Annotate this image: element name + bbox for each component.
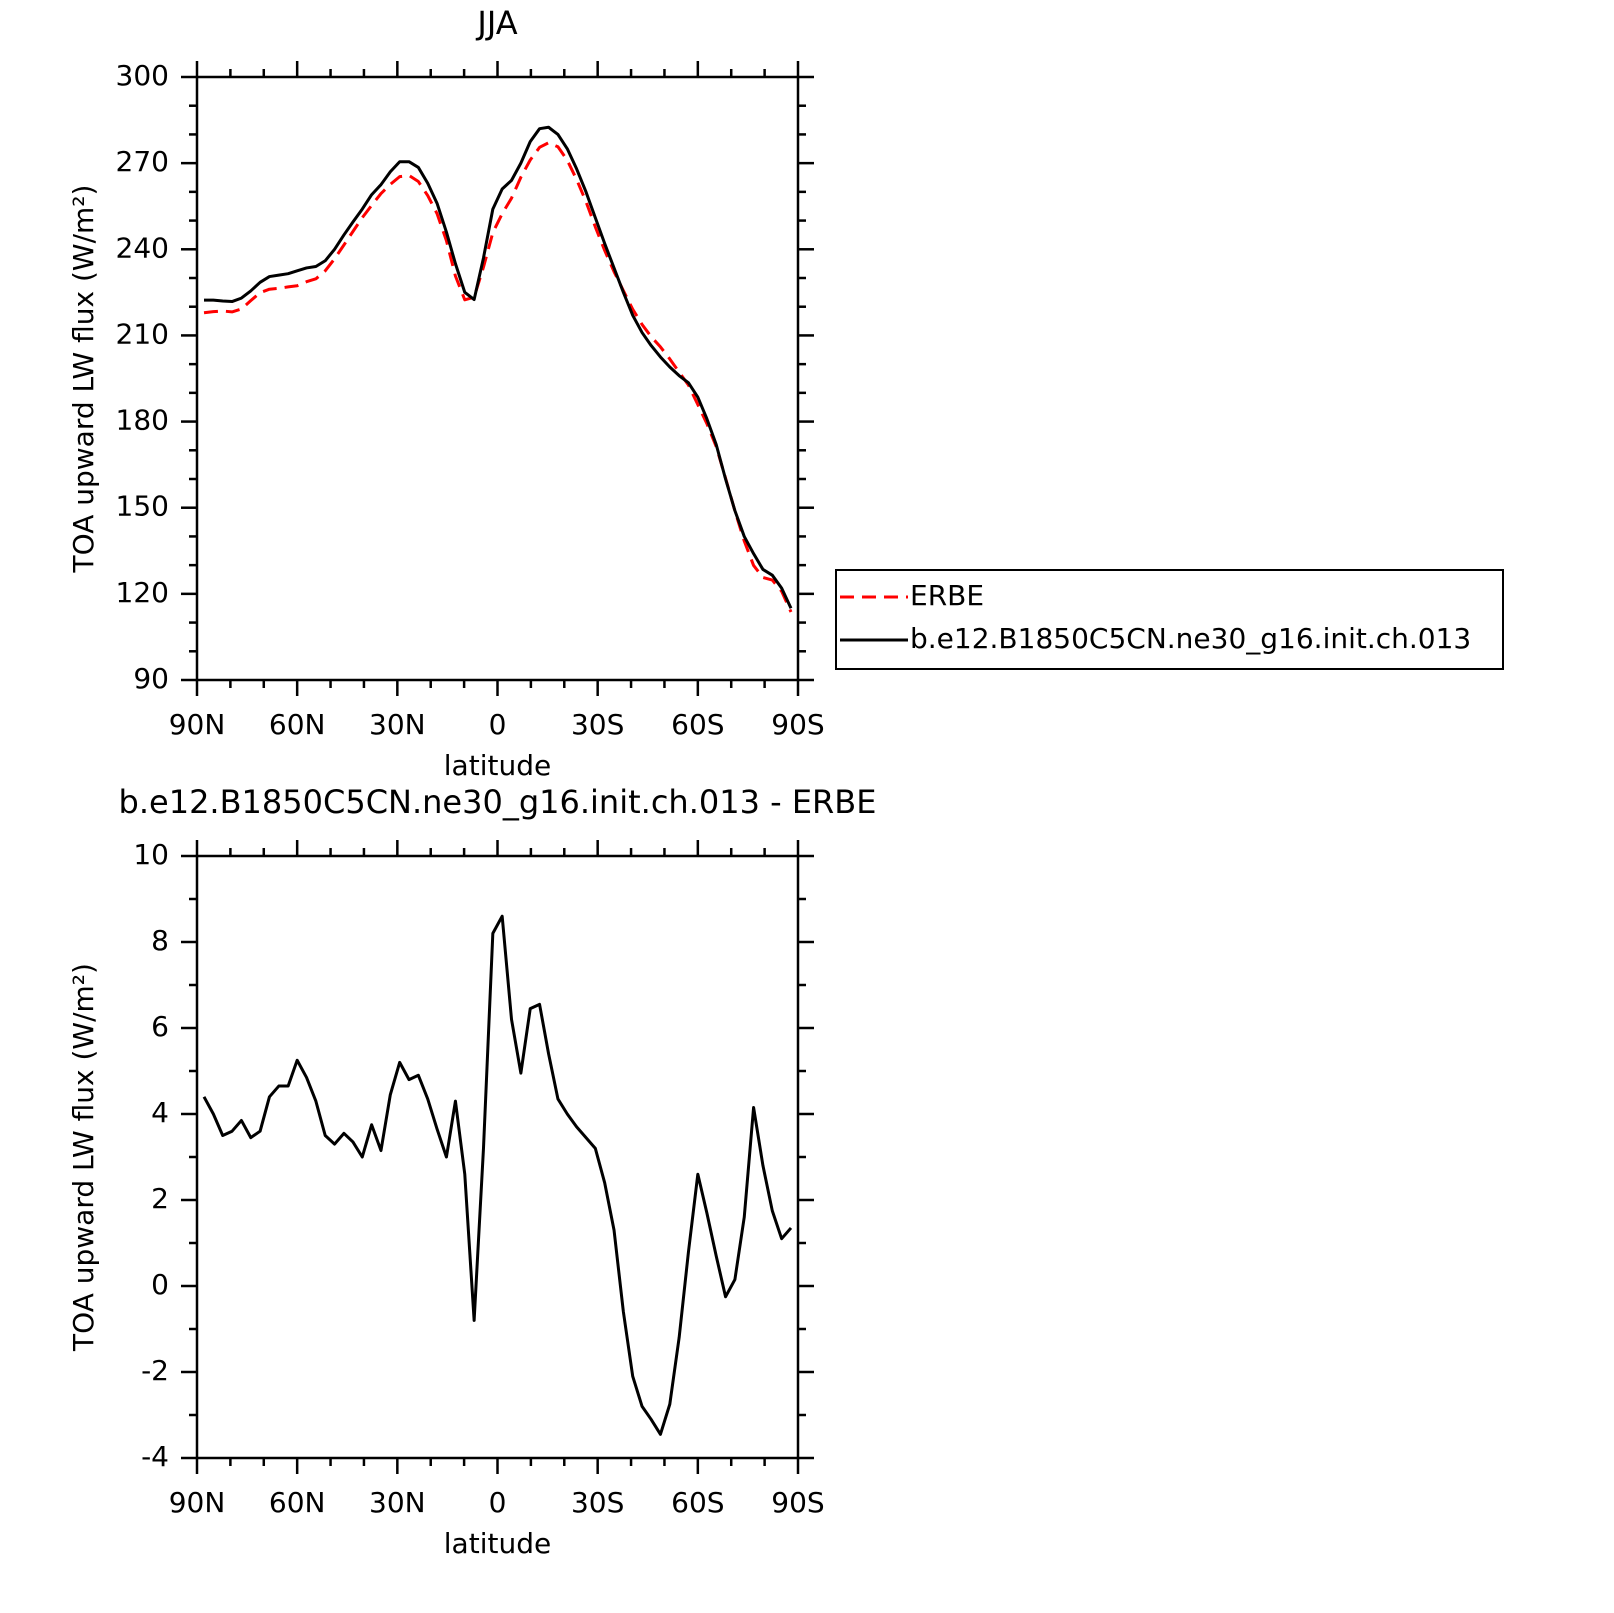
y-tick-label: -2	[141, 1354, 169, 1387]
y-tick-label: 2	[151, 1182, 169, 1215]
plot-frame	[195, 75, 800, 682]
x-tick-label: 90S	[771, 1486, 824, 1519]
chart-title: JJA	[475, 4, 517, 42]
x-tick-label: 30N	[369, 708, 426, 741]
x-tick-label: 0	[489, 1486, 507, 1519]
x-tick-label: 90N	[169, 708, 226, 741]
y-tick-label: -4	[141, 1440, 169, 1473]
legend-box	[835, 569, 1504, 670]
x-tick-label: 90S	[771, 708, 824, 741]
legend-label: ERBE	[910, 579, 984, 612]
x-tick-label: 60N	[269, 708, 326, 741]
y-tick-label: 150	[116, 490, 169, 523]
y-tick-label: 90	[133, 662, 169, 695]
y-tick-label: 270	[116, 145, 169, 178]
x-tick-label: 60N	[269, 1486, 326, 1519]
plot-frame	[195, 854, 800, 1460]
y-tick-label: 300	[116, 59, 169, 92]
y-tick-label: 4	[151, 1096, 169, 1129]
x-axis-label: latitude	[444, 749, 551, 782]
y-tick-label: 8	[151, 924, 169, 957]
data-line	[203, 141, 793, 613]
x-tick-label: 30S	[571, 1486, 624, 1519]
x-axis-label: latitude	[444, 1527, 551, 1560]
y-axis-label: TOA upward LW flux (W/m²)	[67, 185, 100, 574]
y-tick-label: 240	[116, 231, 169, 264]
y-tick-label: 6	[151, 1010, 169, 1043]
legend-label: b.e12.B1850C5CN.ne30_g16.init.ch.013	[910, 622, 1471, 655]
x-tick-label: 90N	[169, 1486, 226, 1519]
y-tick-label: 210	[116, 317, 169, 350]
data-line	[202, 914, 793, 1436]
y-tick-label: 10	[133, 838, 169, 871]
chart-title: b.e12.B1850C5CN.ne30_g16.init.ch.013 - E…	[119, 783, 877, 821]
x-tick-label: 60S	[671, 708, 724, 741]
x-tick-label: 60S	[671, 1486, 724, 1519]
y-tick-label: 0	[151, 1268, 169, 1301]
x-tick-label: 30N	[369, 1486, 426, 1519]
y-axis-label: TOA upward LW flux (W/m²)	[67, 963, 100, 1352]
x-tick-label: 30S	[571, 708, 624, 741]
y-tick-label: 120	[116, 576, 169, 609]
data-line	[204, 125, 793, 609]
y-tick-label: 180	[116, 404, 169, 437]
x-tick-label: 0	[489, 708, 507, 741]
